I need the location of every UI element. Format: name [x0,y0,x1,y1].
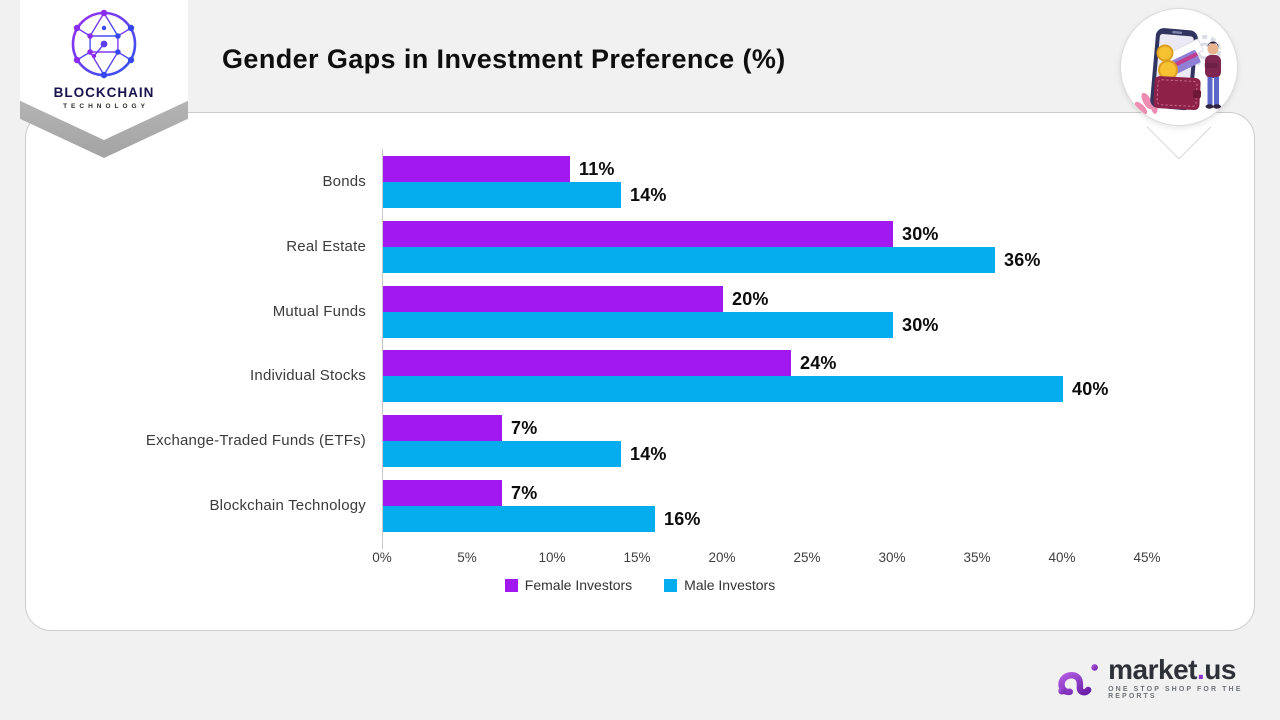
bar-value-label: 16% [664,509,701,529]
category-label: Bonds [322,173,366,190]
legend-swatch [504,578,518,592]
legend-swatch [664,578,678,592]
x-tick-label: 20% [708,550,736,565]
bar-male [383,247,995,273]
brand-tagline: ONE STOP SHOP FOR THE REPORTS [1108,686,1243,700]
chart-legend: Female Investors Male Investors [26,577,1254,593]
x-tick-label: 0% [372,550,392,565]
legend-label: Female Investors [524,577,633,593]
bar-value-label: 30% [902,315,939,335]
market-us-logo-icon [1058,664,1098,696]
category-label: Mutual Funds [272,303,366,320]
bar-female [383,221,893,247]
bar-value-label: 7% [511,418,538,438]
legend-item: Male Investors [664,577,775,593]
bar-value-label: 36% [1004,250,1041,270]
bar-value-label: 14% [630,185,667,205]
legend-item: Female Investors [504,577,633,593]
badge-brand-line1: BLOCKCHAIN [53,85,155,100]
category-label: Blockchain Technology [209,497,366,514]
category-label: Real Estate [286,238,366,255]
brand-dot: . [1196,654,1205,685]
x-tick-label: 5% [457,550,477,565]
bar-chart: Bonds 11% 14% Real Estate 30% 36% Mutual Funds… [26,113,1254,630]
bar-male [383,376,1063,402]
bar-female [383,286,723,312]
x-tick-label: 35% [963,550,991,565]
x-tick-label: 15% [623,550,651,565]
y-axis-line [382,149,383,549]
bar-female [383,415,502,441]
bar-male [383,506,655,532]
mobile-wallet-illustration-icon [1134,28,1221,115]
category-label: Individual Stocks [250,367,366,384]
category-label: Exchange-Traded Funds (ETFs) [145,432,366,449]
pin-circle [1120,8,1238,126]
x-tick-label: 40% [1048,550,1076,565]
mobile-wallet-pin-illustration [1120,8,1238,162]
x-tick-label: 45% [1133,550,1161,565]
badge-brand-line2: TECHNOLOGY [63,103,149,110]
x-tick-label: 30% [878,550,906,565]
legend-label: Male Investors [684,577,776,593]
bar-male [383,312,893,338]
bar-value-label: 20% [732,289,769,309]
bar-value-label: 14% [630,444,667,464]
brand-text: market.us ONE STOP SHOP FOR THE REPORTS [1108,654,1280,701]
bar-value-label: 40% [1072,379,1109,399]
brand-badge: BLOCKCHAIN TECHNOLOGY [20,0,188,164]
bar-value-label: 11% [579,159,615,179]
x-tick-label: 10% [538,550,566,565]
brand-footer: market.us ONE STOP SHOP FOR THE REPORTS [1056,654,1280,702]
bar-male [383,182,621,208]
bar-female [383,480,502,506]
bar-value-label: 30% [902,224,939,244]
bar-male [383,441,621,467]
blockchain-network-icon [71,9,137,79]
bar-value-label: 7% [511,483,538,503]
bar-female [383,350,791,376]
bar-female [383,156,570,182]
x-tick-label: 25% [793,550,821,565]
brand-name: market.us [1108,654,1236,685]
chart-card: Bonds 11% 14% Real Estate 30% 36% Mutual Funds… [25,112,1255,631]
bar-value-label: 24% [800,353,837,373]
page-title: Gender Gaps in Investment Preference (%) [222,44,786,74]
